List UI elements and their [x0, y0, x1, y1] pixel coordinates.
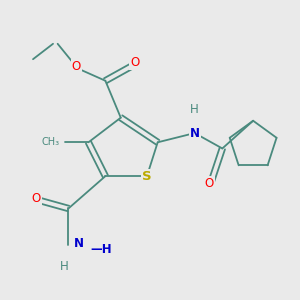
Text: O: O	[205, 177, 214, 190]
Text: H: H	[190, 103, 199, 116]
Text: H: H	[59, 260, 68, 274]
Text: N: N	[74, 237, 84, 250]
Text: O: O	[32, 192, 41, 205]
Text: O: O	[130, 56, 139, 69]
Text: CH₃: CH₃	[41, 137, 59, 147]
Text: O: O	[71, 60, 81, 74]
Text: —H: —H	[90, 243, 112, 256]
Text: S: S	[142, 170, 152, 183]
Text: N: N	[190, 127, 200, 140]
